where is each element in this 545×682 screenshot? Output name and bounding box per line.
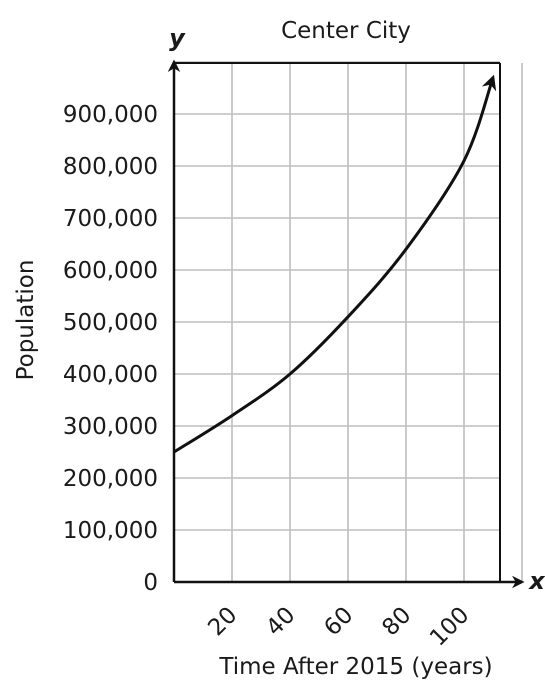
gridlines xyxy=(174,61,523,582)
x-tick-label: 20 xyxy=(203,602,242,641)
x-tick-label: 40 xyxy=(261,602,300,641)
x-tick-label: 100 xyxy=(425,602,474,651)
y-tick-label: 800,000 xyxy=(63,154,158,180)
x-tick-label: 80 xyxy=(377,602,416,641)
series-line-0 xyxy=(173,74,497,454)
y-tick-label: 500,000 xyxy=(63,310,158,336)
y-tick-label: 700,000 xyxy=(63,206,158,232)
y-tick-label: 400,000 xyxy=(63,362,158,388)
y-tick-label: 100,000 xyxy=(63,518,158,544)
x-tick-label: 60 xyxy=(319,602,358,641)
y-tick-label: 0 xyxy=(143,570,158,596)
y-axis-title: Population xyxy=(13,260,39,381)
y-tick-label: 200,000 xyxy=(63,466,158,492)
x-axis-letter: x xyxy=(528,567,545,595)
y-tick-labels: 0 100,000 200,000 300,000 400,000 500,000 600,… xyxy=(63,102,158,596)
axes xyxy=(167,59,525,589)
x-tick-labels: 20 40 60 80 100 xyxy=(203,602,474,651)
series-layer xyxy=(173,74,497,454)
x-axis-title: Time After 2015 (years) xyxy=(218,654,492,680)
y-tick-label: 600,000 xyxy=(63,258,158,284)
y-axis-letter: y xyxy=(169,24,186,52)
y-tick-label: 300,000 xyxy=(63,414,158,440)
y-tick-label: 900,000 xyxy=(63,102,158,128)
chart-title: Center City xyxy=(281,18,411,44)
